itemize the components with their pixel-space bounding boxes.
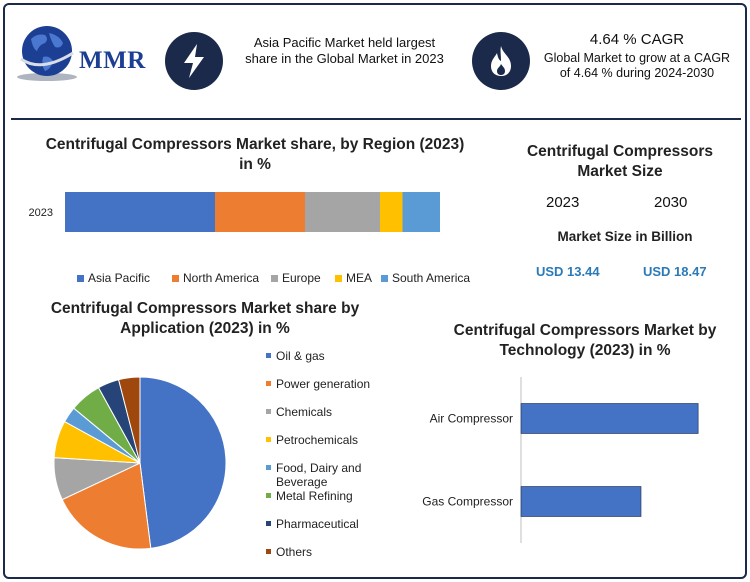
application-legend-oil-gas: Oil & gas — [266, 349, 391, 379]
infographic-frame: MMR Asia Pacific Market held largest sha… — [3, 3, 747, 579]
legend-label: Europe — [282, 271, 321, 285]
cagr-title: 4.64 % CAGR — [589, 31, 685, 48]
application-legend-others: Others — [266, 545, 391, 575]
legend-label: Others — [276, 545, 313, 559]
region-category-label: 2023 — [29, 207, 53, 219]
tech-bar-air-compressor — [520, 403, 699, 434]
application-legend-power-generation: Power generation — [266, 377, 391, 407]
region-bar-mea — [380, 192, 403, 232]
region-legend-asia-pacific: Asia Pacific — [77, 271, 150, 285]
globe-icon — [17, 26, 77, 81]
legend-label: Petrochemicals — [276, 433, 359, 447]
market-size-value-2023: USD 13.44 — [536, 264, 600, 279]
header-divider — [11, 118, 741, 120]
legend-label: Metal Refining — [276, 489, 353, 503]
application-pie-chart — [53, 376, 227, 550]
legend-swatch — [335, 274, 342, 282]
legend-bullet — [266, 465, 271, 470]
legend-bullet — [266, 409, 271, 414]
technology-chart-title: Centrifugal Compressors Market by Techno… — [453, 322, 717, 359]
legend-swatch — [77, 274, 84, 282]
region-legend-europe: Europe — [271, 271, 321, 285]
region-legend-mea: MEA — [335, 271, 372, 285]
logo-text: MMR — [79, 47, 146, 74]
pie-slice-others — [118, 376, 141, 464]
flame-icon — [472, 32, 530, 90]
tech-bar-gas-compressor — [520, 486, 642, 517]
region-bar-europe — [305, 192, 380, 232]
share-text: Asia Pacific Market held largest share i… — [245, 35, 444, 66]
legend-label: Power generation — [276, 377, 371, 391]
legend-label: MEA — [346, 271, 373, 285]
market-size-value-2030: USD 18.47 — [643, 264, 707, 279]
legend-swatch — [172, 274, 179, 282]
header: MMR Asia Pacific Market held largest sha… — [5, 5, 745, 115]
legend-label: Oil & gas — [276, 349, 325, 363]
technology-bar-chart: Air Compressor Gas Compressor — [422, 377, 699, 543]
legend-bullet — [266, 521, 271, 526]
application-legend-pharmaceutical: Pharmaceutical — [266, 517, 391, 547]
market-size-year-2023: 2023 — [546, 194, 580, 211]
region-legend-north-america: North America — [172, 271, 259, 285]
legend-label: Asia Pacific — [88, 271, 151, 285]
tech-category-label: Air Compressor — [430, 412, 513, 426]
market-size-title: Centrifugal Compressors Market Size — [526, 143, 714, 180]
legend-bullet — [266, 493, 271, 498]
legend-bullet — [266, 437, 271, 442]
region-bar-asia-pacific — [65, 192, 215, 232]
cagr-text: Global Market to grow at a CAGR of 4.64 … — [543, 51, 731, 80]
region-bar-south-america — [402, 192, 440, 232]
market-size-subtitle: Market Size in Billion — [557, 229, 693, 244]
region-bar-north-america — [215, 192, 305, 232]
pie-slice-power-generation — [61, 462, 152, 550]
application-legend-metal-refining: Metal Refining — [266, 489, 391, 519]
application-legend-food-dairy-and-beverage: Food, Dairy and Beverage — [266, 461, 391, 491]
legend-bullet — [266, 549, 271, 554]
region-chart-title: Centrifugal Compressors Market share, by… — [45, 136, 465, 173]
legend-label: Chemicals — [276, 405, 333, 419]
legend-bullet — [266, 353, 271, 358]
region-chart: 2023 — [29, 192, 440, 232]
legend-swatch — [381, 274, 388, 282]
tech-category-label: Gas Compressor — [422, 495, 513, 509]
legend-swatch — [271, 274, 278, 282]
legend-label: Food, Dairy and Beverage — [276, 461, 362, 489]
legend-bullet — [266, 381, 271, 386]
legend-label: Pharmaceutical — [276, 517, 359, 531]
application-legend-chemicals: Chemicals — [266, 405, 391, 435]
application-chart-title: Centrifugal Compressors Market share by … — [50, 300, 360, 337]
legend-label: South America — [392, 271, 471, 285]
mmr-logo: MMR — [13, 21, 158, 85]
cagr-block: 4.64 % CAGR Global Market to grow at a C… — [537, 32, 737, 81]
application-legend-petrochemicals: Petrochemicals — [266, 433, 391, 463]
market-size-year-2030: 2030 — [654, 194, 688, 211]
lightning-icon — [165, 32, 223, 90]
region-legend-south-america: South America — [381, 271, 470, 285]
pie-slice-oil-gas — [139, 376, 227, 549]
legend-label: North America — [183, 271, 260, 285]
